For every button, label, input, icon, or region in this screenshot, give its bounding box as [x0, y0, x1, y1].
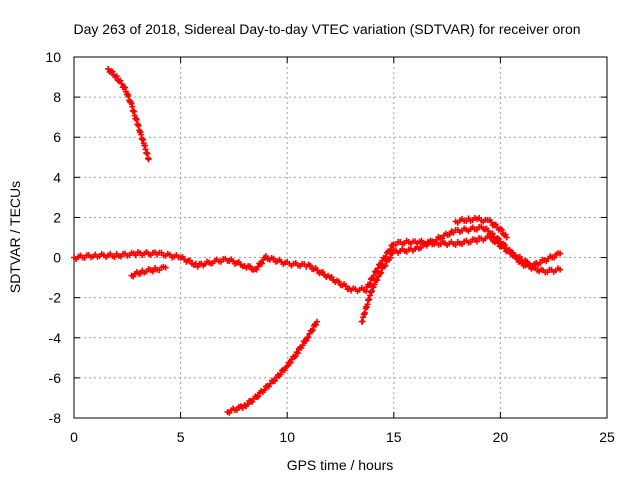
series-arc-6: [452, 214, 510, 241]
data-point-marker: [246, 263, 253, 270]
data-point-marker: [233, 406, 240, 413]
series-arc-3: [128, 263, 169, 280]
data-point-marker: [374, 277, 381, 284]
data-point-marker: [378, 269, 385, 276]
data-point-marker: [244, 401, 251, 408]
series-arc-5: [358, 223, 564, 325]
data-point-marker: [292, 353, 299, 360]
data-point-marker: [557, 266, 564, 273]
data-point-marker: [145, 156, 152, 163]
x-tick-label: 15: [386, 429, 402, 445]
data-point-marker: [503, 234, 510, 241]
data-point-marker: [312, 321, 319, 328]
data-point-marker: [488, 219, 495, 226]
plot-frame: [73, 56, 608, 419]
data-point-marker: [187, 257, 194, 264]
data-point-marker: [446, 231, 453, 238]
x-tick-label: 25: [599, 429, 615, 445]
y-tick-label: 4: [53, 169, 61, 185]
data-point-marker: [417, 244, 424, 251]
data-point-marker: [261, 387, 268, 394]
data-point-marker: [532, 264, 539, 271]
data-point-marker: [377, 270, 384, 277]
y-tick-label: -8: [49, 410, 62, 426]
data-point-marker: [328, 274, 335, 281]
data-point-marker: [293, 349, 300, 356]
data-point-marker: [382, 262, 389, 269]
data-point-marker: [489, 230, 496, 237]
data-point-marker: [314, 318, 321, 325]
data-point-marker: [287, 359, 294, 366]
x-tick-label: 0: [70, 429, 78, 445]
y-tick-label: 6: [53, 129, 61, 145]
data-point-marker: [258, 260, 265, 267]
data-point-marker: [305, 334, 312, 341]
axis-ticks: [73, 56, 608, 419]
data-point-marker: [277, 371, 284, 378]
data-point-marker: [508, 248, 515, 255]
data-point-marker: [366, 280, 373, 287]
data-point-marker: [149, 268, 156, 275]
data-point-marker: [484, 227, 491, 234]
data-point-marker: [162, 264, 169, 271]
y-tick-label: 8: [53, 89, 61, 105]
data-point-marker: [557, 250, 564, 257]
data-point-marker: [370, 272, 377, 279]
data-point-marker: [342, 283, 349, 290]
data-point-marker: [117, 77, 124, 84]
grid-lines: [74, 57, 607, 418]
data-point-marker: [492, 221, 499, 228]
x-tick-label: 20: [493, 429, 509, 445]
x-tick-labels: 0 5 10 15 20 25: [70, 429, 615, 445]
y-tick-label: 2: [53, 209, 61, 225]
y-tick-label: -4: [49, 330, 62, 346]
series-arc-4: [224, 318, 321, 416]
data-point-marker: [512, 252, 519, 259]
y-tick-label: -6: [49, 370, 62, 386]
data-point-marker: [308, 328, 315, 335]
x-axis-label: GPS time / hours: [287, 457, 394, 473]
y-tick-labels: -8 -6 -4 -2 0 2 4 6 8 10: [45, 49, 61, 426]
data-point-marker: [309, 327, 316, 334]
series-arc-2: [71, 233, 564, 295]
data-point-marker: [109, 68, 116, 75]
data-point-marker: [551, 254, 558, 261]
data-point-marker: [452, 241, 459, 248]
y-axis-label: SDTVAR / TECUs: [7, 181, 23, 293]
data-point-marker: [473, 238, 480, 245]
chart-title: Day 263 of 2018, Sidereal Day-to-day VTE…: [73, 21, 580, 37]
x-tick-label: 10: [279, 429, 295, 445]
data-point-marker: [381, 263, 388, 270]
data-point-marker: [267, 380, 274, 387]
data-point-marker: [335, 278, 342, 285]
data-point-marker: [307, 262, 314, 269]
data-point-marker: [118, 80, 125, 87]
y-tick-label: 10: [45, 49, 61, 65]
data-point-marker: [255, 393, 262, 400]
data-point-marker: [363, 288, 370, 295]
data-point-marker: [284, 363, 291, 370]
data-point-marker: [387, 254, 394, 261]
data-points: [71, 66, 564, 416]
data-point-marker: [537, 259, 544, 266]
y-tick-label: 0: [53, 250, 61, 266]
data-point-marker: [239, 405, 246, 412]
y-tick-label: -2: [49, 290, 62, 306]
data-point-marker: [113, 73, 120, 80]
data-point-marker: [371, 281, 378, 288]
data-point-marker: [294, 350, 301, 357]
data-point-marker: [132, 252, 139, 259]
data-point-marker: [501, 241, 508, 248]
data-point-marker: [319, 269, 326, 276]
data-point-marker: [299, 342, 306, 349]
x-tick-label: 5: [177, 429, 185, 445]
series-arc-1: [105, 66, 152, 163]
data-point-marker: [272, 377, 279, 384]
data-point-marker: [498, 226, 505, 233]
data-point-marker: [303, 337, 310, 344]
